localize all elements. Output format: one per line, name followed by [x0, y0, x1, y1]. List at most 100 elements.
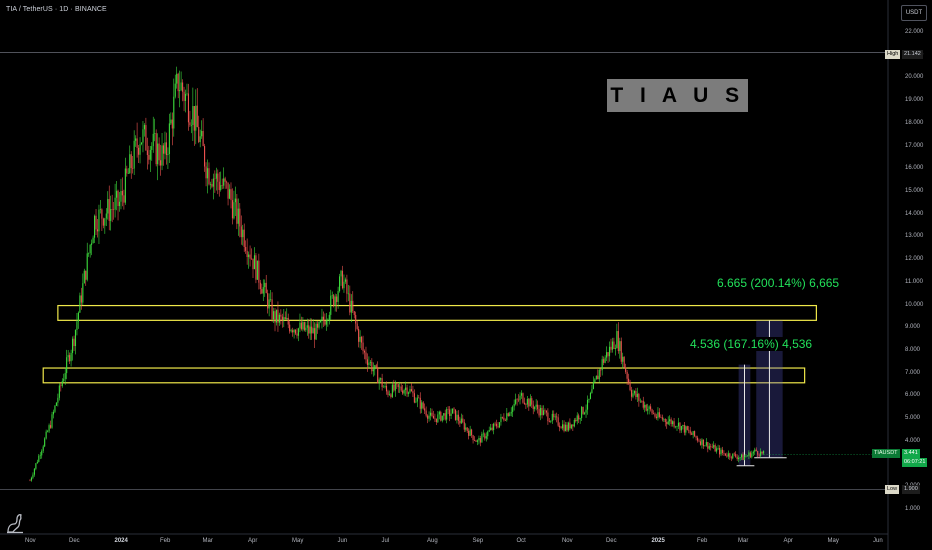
candle-body	[721, 449, 724, 453]
candle-body	[145, 125, 147, 151]
candle-body	[281, 316, 283, 321]
candle-body	[636, 393, 638, 398]
candle-body	[101, 209, 103, 219]
candle-body	[396, 383, 398, 385]
candle-body	[140, 142, 143, 145]
candle-body	[94, 215, 96, 238]
candle-body	[606, 352, 608, 358]
candle-body	[413, 393, 415, 403]
price-tick-label: 20.000	[905, 74, 924, 81]
candle-body	[462, 418, 464, 423]
candle-body	[321, 316, 323, 321]
candle-body	[274, 311, 276, 323]
candle-body	[333, 295, 335, 306]
candle-body	[86, 253, 88, 280]
candle-body	[699, 441, 702, 445]
candle-body	[689, 430, 691, 434]
candle-body	[61, 381, 63, 386]
candle-body	[557, 417, 559, 426]
candle-body	[608, 346, 611, 357]
candle-body	[206, 168, 209, 179]
candle-body	[278, 314, 280, 323]
candle-body	[727, 453, 729, 457]
candle-body	[529, 398, 531, 407]
candle-body	[248, 254, 250, 257]
candle-body	[534, 406, 536, 410]
candle-body	[38, 455, 40, 462]
candle-body	[598, 369, 600, 380]
candle-body	[708, 446, 710, 449]
candle-body	[490, 427, 492, 431]
candle-body	[155, 133, 157, 165]
candle-body	[415, 401, 417, 403]
candle-body	[70, 352, 72, 362]
symbol-title: TIA / TetherUS · 1D · BINANCE	[6, 6, 107, 13]
candle-body	[592, 382, 594, 390]
candle-body	[632, 393, 634, 397]
candle-body	[562, 424, 564, 429]
candle-body	[512, 406, 514, 412]
candle-body	[303, 322, 305, 331]
candle-body	[387, 391, 389, 395]
candle-body	[132, 168, 134, 169]
candle-body	[459, 420, 461, 424]
candle-body	[369, 361, 371, 363]
candle-body	[542, 410, 545, 416]
candle-body	[601, 359, 603, 371]
candle-body	[584, 412, 586, 414]
candle-body	[92, 237, 94, 244]
candle-body	[457, 414, 459, 421]
candle-body	[482, 433, 484, 435]
candle-body	[569, 422, 571, 429]
currency-button[interactable]: USDT	[901, 5, 927, 21]
candle-body	[74, 330, 77, 347]
candle-body	[69, 355, 71, 362]
candle-body	[638, 393, 640, 401]
candle-body	[537, 404, 539, 410]
candle-body	[33, 468, 35, 475]
candle-body	[384, 385, 386, 387]
price-tick-label: 19.000	[905, 97, 924, 104]
candle-body	[71, 338, 74, 353]
candle-body	[566, 424, 568, 431]
candle-body	[390, 394, 392, 397]
candle-body	[343, 281, 345, 289]
candle-body	[491, 427, 493, 430]
candle-body	[730, 457, 732, 459]
candle-body	[428, 415, 430, 419]
candle-body	[41, 450, 43, 456]
price-tick-label: 17.000	[905, 142, 924, 149]
candle-body	[312, 328, 314, 334]
candle-body	[240, 226, 242, 238]
candle-body	[551, 413, 553, 421]
candle-body	[209, 184, 212, 185]
candle-body	[173, 96, 175, 129]
candle-body	[36, 461, 38, 464]
candle-body	[443, 413, 445, 416]
candle-body	[726, 455, 728, 457]
candle-body	[242, 229, 244, 238]
candle-body	[167, 154, 169, 156]
candle-body	[688, 429, 690, 431]
candle-body	[410, 389, 413, 392]
candle-body	[644, 404, 646, 408]
candle-body	[314, 328, 316, 340]
candle-body	[256, 260, 258, 280]
tradingview-logo-icon[interactable]	[5, 512, 25, 534]
candle-body	[460, 418, 462, 424]
candle-body	[136, 138, 138, 148]
candle-body	[479, 437, 481, 443]
candle-body	[694, 431, 696, 437]
candle-body	[120, 190, 122, 202]
candle-body	[563, 424, 565, 431]
candle-body	[421, 402, 423, 409]
candle-body	[752, 451, 754, 454]
candle-body	[230, 189, 232, 201]
candle-body	[427, 415, 429, 419]
candle-body	[277, 309, 279, 323]
candle-body	[478, 437, 480, 441]
candle-body	[523, 402, 525, 405]
candle-body	[388, 394, 390, 395]
candle-body	[723, 452, 725, 454]
